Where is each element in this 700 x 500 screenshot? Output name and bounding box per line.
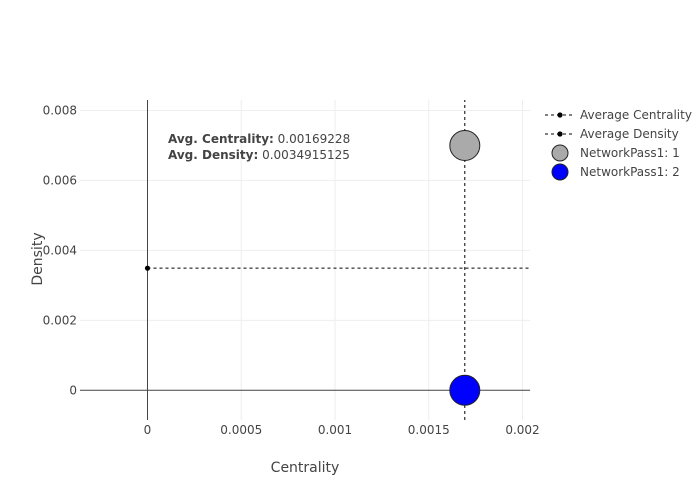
grid (80, 100, 530, 420)
y-tick-label: 0.002 (43, 313, 77, 327)
annotation: Avg. Centrality: 0.00169228 Avg. Density… (168, 132, 350, 162)
x-tick-label: 0.002 (505, 423, 539, 437)
series (144, 100, 530, 420)
legend-label: NetworkPass1: 2 (580, 165, 680, 179)
annotation-density-label: Avg. Density: (168, 148, 258, 162)
svg-text:Avg. Density: 0.00349151: Avg. Density: 0.0034915125 (168, 148, 350, 162)
legend-item-average-density[interactable]: Average Density (545, 127, 679, 141)
networkpass1-1-bubble[interactable] (449, 129, 481, 161)
legend-item-average-centrality[interactable]: Average Centrality (545, 108, 692, 122)
annotation-density-value: 0.0034915125 (262, 148, 350, 162)
legend-item-networkpass1-2[interactable]: NetworkPass1: 2 (551, 163, 680, 181)
y-tick-label: 0.006 (43, 173, 77, 187)
legend-label: Average Density (580, 127, 679, 141)
legend-swatch (551, 163, 569, 181)
y-axis-title: Density (30, 232, 46, 285)
legend[interactable]: Average Centrality Average Density Network… (545, 108, 692, 181)
x-tick-label: 0.0015 (408, 423, 450, 437)
y-tick-label: 0.004 (43, 243, 77, 257)
legend-swatch-marker (557, 112, 563, 118)
svg-text:Avg. Centrality: 0.00169: Avg. Centrality: 0.00169228 (168, 132, 350, 146)
legend-swatch (551, 144, 569, 162)
annotation-centrality-label: Avg. Centrality: (168, 132, 274, 146)
annotation-centrality-value: 0.00169228 (278, 132, 351, 146)
legend-label: Average Centrality (580, 108, 692, 122)
x-tick-label: 0.0005 (220, 423, 262, 437)
networkpass1-2-bubble[interactable] (449, 374, 481, 406)
x-tick-label: 0.001 (318, 423, 352, 437)
legend-item-networkpass1-1[interactable]: NetworkPass1: 1 (551, 144, 680, 162)
legend-swatch-marker (557, 131, 563, 137)
x-tick-label: 0 (144, 423, 152, 437)
y-tick-label: 0.008 (43, 103, 77, 117)
y-tick-label: 0 (69, 383, 77, 397)
average-density-marker (144, 265, 151, 271)
tick-labels: 0 0.0005 0.001 0.0015 0.002 0 0.002 0.004 0.006 0… (43, 103, 540, 437)
x-axis-title: Centrality (271, 460, 340, 476)
legend-label: NetworkPass1: 1 (580, 146, 680, 160)
